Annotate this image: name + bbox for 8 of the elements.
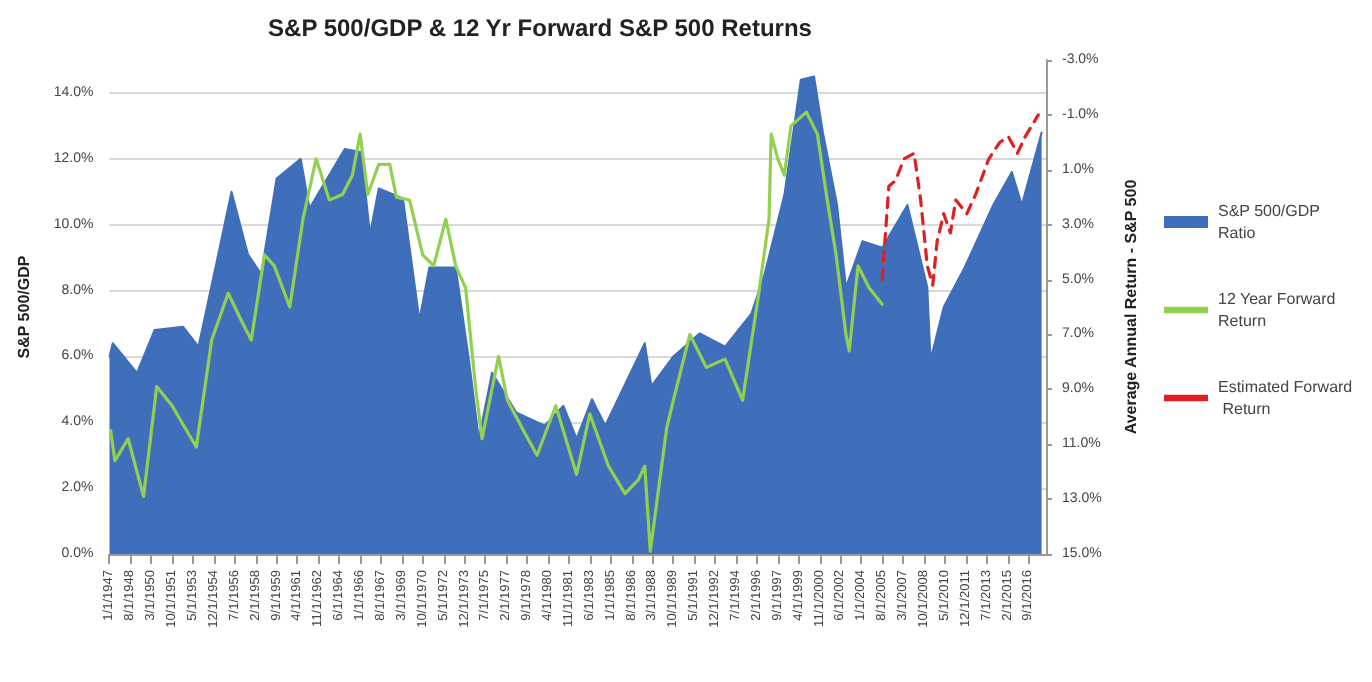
legend-label: S&P 500/GDP Ratio	[1218, 202, 1325, 242]
legend-label: Estimated Forward Return	[1218, 378, 1353, 418]
chart-title: S&P 500/GDP & 12 Yr Forward S&P 500 Returns	[268, 14, 813, 42]
legend-label: 12 Year Forward Return	[1218, 290, 1340, 330]
line-series	[109, 110, 884, 553]
line-series	[880, 113, 1040, 287]
y-axis-title: S&P 500/GDP	[15, 254, 33, 359]
y2-axis-title: Average Annual Return - S&P 500	[1122, 178, 1141, 435]
